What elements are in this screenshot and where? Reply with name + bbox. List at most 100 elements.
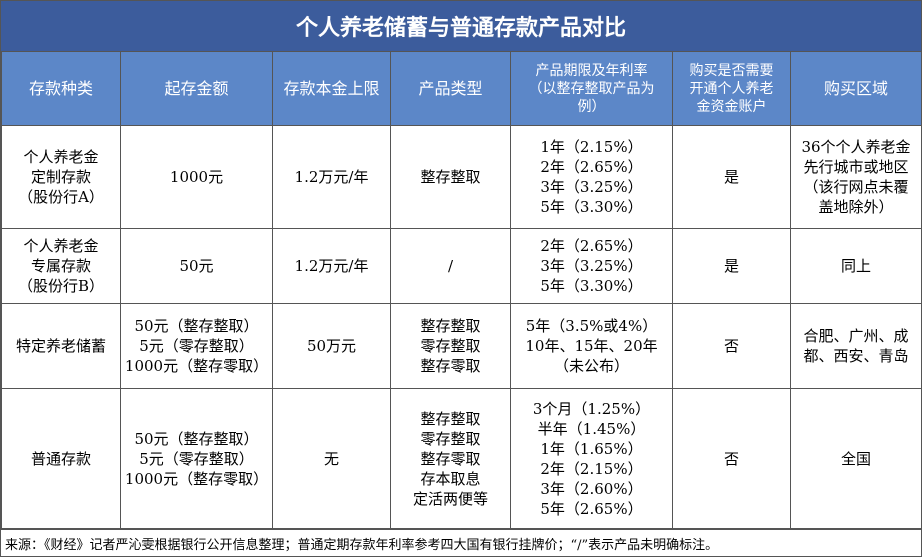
cell-line: 无 — [323, 449, 339, 468]
cell-line: 盖地除外） — [818, 198, 894, 216]
table-header: 存款种类 起存金额 存款本金上限 产品类型 产品期限及年利率 （以整存整取产品为 例） 购买是… — [1, 51, 922, 126]
table-cell: 合肥、广州、成 都、西安、青岛 — [790, 303, 922, 389]
cell-line: 3年（2.60%） — [540, 479, 643, 498]
cell-line: 36个个人养老金 — [801, 138, 911, 156]
cell-line: 5年（3.30%） — [540, 277, 643, 295]
cell-line: 3个月（1.25%） — [532, 399, 651, 418]
cell-line: 否 — [723, 449, 739, 468]
table-row: 个人养老金专属存款 （股份行B） 50元 1.2万元/年 / 2年（2.65%） 3年（3.… — [1, 228, 922, 304]
cell-line: 购买是否需要 — [689, 62, 774, 79]
table-cell: 否 — [672, 388, 791, 529]
cell-line: 零存整取 — [420, 429, 481, 448]
table-cell: 整存整取 — [390, 125, 511, 229]
table-cell: 1年（2.15%） 2年（2.65%） 3年（3.25%） 5年（3.30%） — [510, 125, 673, 229]
cell-line: 存款种类 — [28, 78, 93, 98]
table-cell: 50元（整存整取） 5元（零存整取） 1000元（整存零取） — [120, 303, 273, 389]
cell-line: 产品期限及年利率 — [535, 62, 648, 79]
table-cell: 是 — [672, 228, 791, 304]
cell-line: 起存金额 — [164, 78, 229, 98]
table-row: 普通存款 50元（整存整取） 5元（零存整取） 1000元（整存零取） 无 整存整取 零存整… — [1, 388, 922, 529]
table-cell: 整存整取 零存整取 整存零取 存本取息 定活两便等 — [390, 388, 511, 529]
cell-line: 5年（3.30%） — [540, 198, 643, 216]
cell-line: （未公布） — [553, 357, 629, 375]
table-cell: 同上 — [790, 228, 922, 304]
header-row: 存款种类 起存金额 存款本金上限 产品类型 产品期限及年利率 （以整存整取产品为 例） 购买是… — [1, 51, 922, 126]
cell-line: 1000元（整存零取） — [124, 469, 269, 488]
cell-line: 零存整取 — [420, 337, 481, 355]
table-cell: 1000元 — [120, 125, 273, 229]
cell-line: 5元（零存整取） — [139, 449, 254, 468]
header-cell: 存款种类 — [1, 51, 121, 126]
header-cell: 产品类型 — [390, 51, 511, 126]
cell-line: 1000元 — [169, 168, 224, 186]
header-cell: 购买区域 — [790, 51, 922, 126]
cell-line: 存款本金上限 — [283, 78, 380, 98]
cell-line: 特定养老储蓄 — [15, 337, 106, 355]
table-cell: 特定养老储蓄 — [1, 303, 121, 389]
cell-line: 否 — [723, 337, 739, 355]
cell-line: 例） — [577, 98, 606, 115]
cell-line: 是 — [723, 168, 739, 186]
table-cell: 整存整取 零存整取 整存零取 — [390, 303, 511, 389]
cell-line: （股份行A） — [18, 188, 104, 206]
table-cell: 普通存款 — [1, 388, 121, 529]
table-cell: / — [390, 228, 511, 304]
cell-line: 1年（2.15%） — [540, 138, 643, 156]
cell-line: 50万元 — [306, 337, 357, 355]
header-cell: 产品期限及年利率 （以整存整取产品为 例） — [510, 51, 673, 126]
cell-line: 定制存款 — [30, 168, 91, 186]
table-cell: 否 — [672, 303, 791, 389]
table-cell: 50万元 — [272, 303, 391, 389]
cell-line: 1000元（整存零取） — [124, 357, 269, 375]
cell-line: 定活两便等 — [412, 489, 488, 508]
cell-line: 2年（2.65%） — [540, 158, 643, 176]
header-cell: 存款本金上限 — [272, 51, 391, 126]
cell-line: 购买区域 — [823, 78, 888, 98]
cell-line: 5元（零存整取） — [139, 337, 254, 355]
table-cell: 1.2万元/年 — [272, 228, 391, 304]
cell-line: 5年（3.5%或4%） — [525, 317, 658, 335]
cell-line: 都、西安、青岛 — [803, 347, 909, 365]
cell-line: 半年（1.45%） — [537, 419, 646, 438]
cell-line: 专属存款 — [30, 257, 91, 275]
cell-line: 50元 — [179, 257, 214, 275]
footer: 来源：《财经》记者严沁雯根据银行公开信息整理；普通定期存款年利率参考四大国有银行… — [1, 529, 921, 557]
cell-line: 1年（1.65%） — [540, 439, 643, 458]
cell-line: 50元（整存整取） — [134, 317, 259, 335]
cell-line: 是 — [723, 257, 739, 275]
cell-line: （股份行B） — [17, 277, 105, 295]
header-cell: 购买是否需要 开通个人养老 金资金账户 — [672, 51, 791, 126]
cell-line: 开通个人养老 — [689, 80, 774, 97]
table-cell: 全国 — [790, 388, 922, 529]
cell-line: 存本取息 — [420, 469, 481, 488]
cell-line: 个人养老金 — [23, 237, 99, 255]
cell-line: 金资金账户 — [696, 98, 767, 115]
cell-line: 同上 — [840, 257, 871, 275]
cell-line: 2年（2.65%） — [540, 237, 643, 255]
title: 个人养老储蓄与普通存款产品对比 — [1, 1, 921, 51]
cell-line: 10年、15年、20年 — [525, 337, 658, 355]
table-cell: 5年（3.5%或4%） 10年、15年、20年 （未公布） — [510, 303, 673, 389]
cell-line: 1.2万元/年 — [294, 168, 369, 186]
cell-line: 个人养老金 — [23, 148, 99, 166]
table-cell: 50元 — [120, 228, 273, 304]
table-body: 个人养老金 定制存款 （股份行A） 1000元 1.2万元/年 整存整取 1年（2.15%）… — [1, 125, 922, 529]
cell-line: 3年（3.25%） — [540, 178, 643, 196]
cell-line: （以整存整取产品为 — [528, 80, 655, 97]
cell-line: 整存整取 — [420, 409, 481, 428]
table-row: 特定养老储蓄 50元（整存整取） 5元（零存整取） 1000元（整存零取） 50万元 整存… — [1, 303, 922, 389]
header-cell: 起存金额 — [120, 51, 273, 126]
cell-line: 2年（2.15%） — [540, 459, 643, 478]
table-cell: 2年（2.65%） 3年（3.25%） 5年（3.30%） — [510, 228, 673, 304]
cell-line: 整存整取 — [420, 317, 481, 335]
cell-line: 3年（3.25%） — [540, 257, 643, 275]
cell-line: 全国 — [840, 449, 871, 468]
cell-line: 50元（整存整取） — [134, 429, 259, 448]
table-cell: 1.2万元/年 — [272, 125, 391, 229]
table-cell: 36个个人养老金 先行城市或地区 （该行网点未覆 盖地除外） — [790, 125, 922, 229]
table-cell: 3个月（1.25%） 半年（1.45%） 1年（1.65%） 2年（2.15%） 3年（… — [510, 388, 673, 529]
cell-line: 整存零取 — [420, 449, 481, 468]
cell-line: 5年（2.65%） — [540, 499, 643, 518]
cell-line: / — [447, 257, 454, 275]
